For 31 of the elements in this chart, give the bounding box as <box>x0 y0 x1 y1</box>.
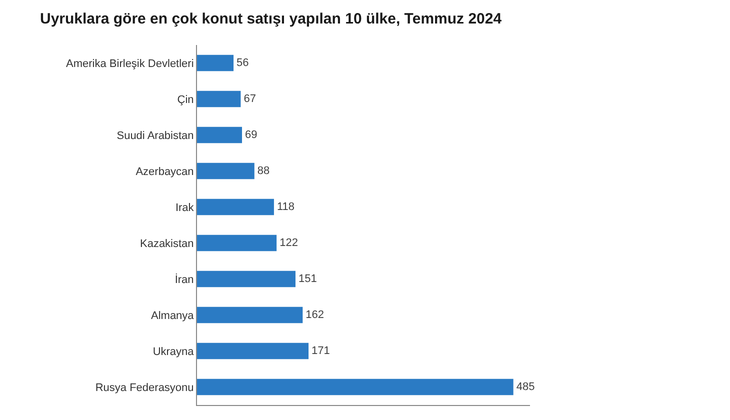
chart-title: Uyruklara göre en çok konut satışı yapılan 10 ülke, Temmuz 2024 <box>40 10 502 28</box>
data-label: 162 <box>306 309 324 321</box>
bar <box>197 306 303 324</box>
bar <box>197 54 234 72</box>
bar <box>197 126 242 144</box>
bar <box>197 162 254 180</box>
data-label: 171 <box>312 345 330 357</box>
y-tick-label: Çin <box>177 94 194 106</box>
data-label: 56 <box>236 57 249 69</box>
y-tick-label: Irak <box>175 202 194 214</box>
bar <box>197 198 274 216</box>
y-tick-label: Suudi Arabistan <box>116 130 194 142</box>
data-label: 118 <box>276 201 295 213</box>
y-tick-label: Kazakistan <box>140 238 194 250</box>
y-tick-label: Almanya <box>151 310 195 322</box>
bar <box>197 90 241 108</box>
data-label: 122 <box>280 237 298 249</box>
bar <box>197 342 309 360</box>
bar <box>197 234 277 252</box>
y-tick-label: Ukrayna <box>152 346 195 358</box>
data-label: 88 <box>257 165 270 177</box>
y-tick-label: Rusya Federasyonu <box>95 382 194 394</box>
bar <box>197 378 514 396</box>
data-label: 485 <box>516 381 535 393</box>
data-label: 151 <box>298 273 317 285</box>
bar <box>197 270 296 288</box>
y-tick-label: Amerika Birleşik Devletleri <box>66 58 194 70</box>
y-tick-label: İran <box>174 272 194 286</box>
data-label: 67 <box>244 93 256 105</box>
data-label: 69 <box>245 129 258 141</box>
y-tick-label: Azerbaycan <box>136 166 194 178</box>
